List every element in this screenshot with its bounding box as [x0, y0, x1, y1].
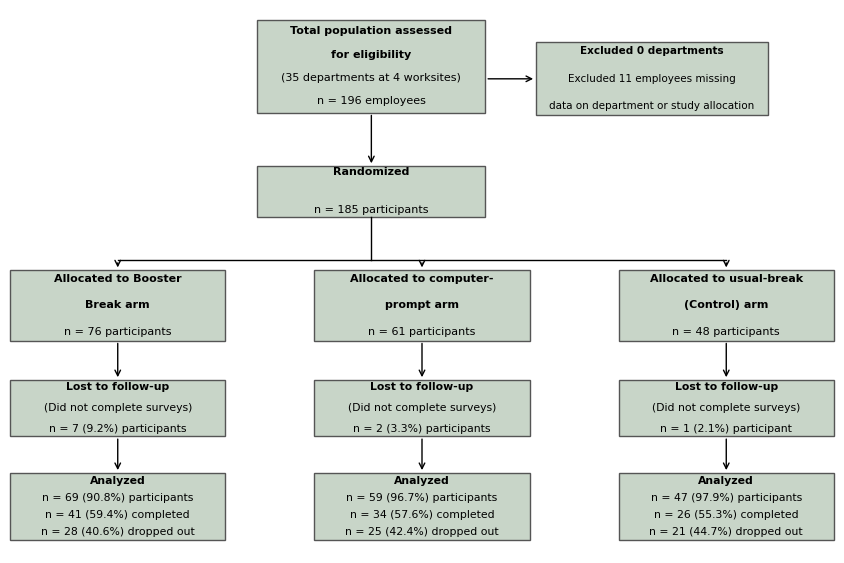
FancyBboxPatch shape	[257, 20, 485, 113]
Text: Allocated to usual-break: Allocated to usual-break	[650, 274, 803, 284]
Text: n = 185 participants: n = 185 participants	[314, 205, 429, 216]
Text: Allocated to Booster: Allocated to Booster	[54, 274, 181, 284]
Text: (Did not complete surveys): (Did not complete surveys)	[652, 403, 800, 413]
Text: n = 59 (96.7%) participants: n = 59 (96.7%) participants	[346, 493, 498, 503]
FancyBboxPatch shape	[314, 380, 530, 436]
Text: (Did not complete surveys): (Did not complete surveys)	[44, 403, 192, 413]
Text: n = 76 participants: n = 76 participants	[64, 327, 171, 337]
Text: Excluded 11 employees missing: Excluded 11 employees missing	[568, 74, 736, 84]
FancyBboxPatch shape	[257, 166, 485, 217]
Text: n = 1 (2.1%) participant: n = 1 (2.1%) participant	[660, 425, 793, 434]
Text: (35 departments at 4 worksites): (35 departments at 4 worksites)	[281, 73, 462, 83]
Text: Lost to follow-up: Lost to follow-up	[371, 382, 473, 392]
Text: n = 61 participants: n = 61 participants	[368, 327, 476, 337]
Text: prompt arm: prompt arm	[385, 301, 459, 310]
Text: Randomized: Randomized	[333, 167, 409, 177]
Text: Analyzed: Analyzed	[89, 476, 146, 486]
FancyBboxPatch shape	[314, 270, 530, 341]
Text: Allocated to computer-: Allocated to computer-	[350, 274, 494, 284]
Text: n = 21 (44.7%) dropped out: n = 21 (44.7%) dropped out	[649, 527, 803, 537]
Text: Lost to follow-up: Lost to follow-up	[674, 382, 778, 392]
Text: Excluded 0 departments: Excluded 0 departments	[580, 46, 724, 56]
Text: n = 7 (9.2%) participants: n = 7 (9.2%) participants	[49, 425, 187, 434]
Text: n = 34 (57.6%) completed: n = 34 (57.6%) completed	[349, 510, 495, 520]
FancyBboxPatch shape	[10, 270, 225, 341]
Text: Total population assessed: Total population assessed	[290, 26, 452, 37]
Text: Analyzed: Analyzed	[394, 476, 450, 486]
Text: (Control) arm: (Control) arm	[684, 301, 768, 310]
FancyBboxPatch shape	[619, 380, 834, 436]
Text: n = 69 (90.8%) participants: n = 69 (90.8%) participants	[42, 493, 193, 503]
Text: n = 47 (97.9%) participants: n = 47 (97.9%) participants	[651, 493, 802, 503]
Text: n = 48 participants: n = 48 participants	[673, 327, 780, 337]
Text: for eligibility: for eligibility	[331, 50, 412, 60]
Text: n = 196 employees: n = 196 employees	[317, 96, 425, 106]
Text: Analyzed: Analyzed	[698, 476, 755, 486]
FancyBboxPatch shape	[10, 380, 225, 436]
FancyBboxPatch shape	[619, 270, 834, 341]
Text: n = 26 (55.3%) completed: n = 26 (55.3%) completed	[654, 510, 798, 520]
Text: n = 28 (40.6%) dropped out: n = 28 (40.6%) dropped out	[41, 527, 195, 537]
Text: (Did not complete surveys): (Did not complete surveys)	[348, 403, 496, 413]
FancyBboxPatch shape	[619, 473, 834, 540]
Text: n = 25 (42.4%) dropped out: n = 25 (42.4%) dropped out	[345, 527, 499, 537]
FancyBboxPatch shape	[314, 473, 530, 540]
Text: n = 2 (3.3%) participants: n = 2 (3.3%) participants	[354, 425, 490, 434]
Text: n = 41 (59.4%) completed: n = 41 (59.4%) completed	[46, 510, 190, 520]
FancyBboxPatch shape	[536, 42, 768, 115]
Text: data on department or study allocation: data on department or study allocation	[549, 101, 755, 111]
FancyBboxPatch shape	[10, 473, 225, 540]
Text: Break arm: Break arm	[85, 301, 150, 310]
Text: Lost to follow-up: Lost to follow-up	[66, 382, 170, 392]
